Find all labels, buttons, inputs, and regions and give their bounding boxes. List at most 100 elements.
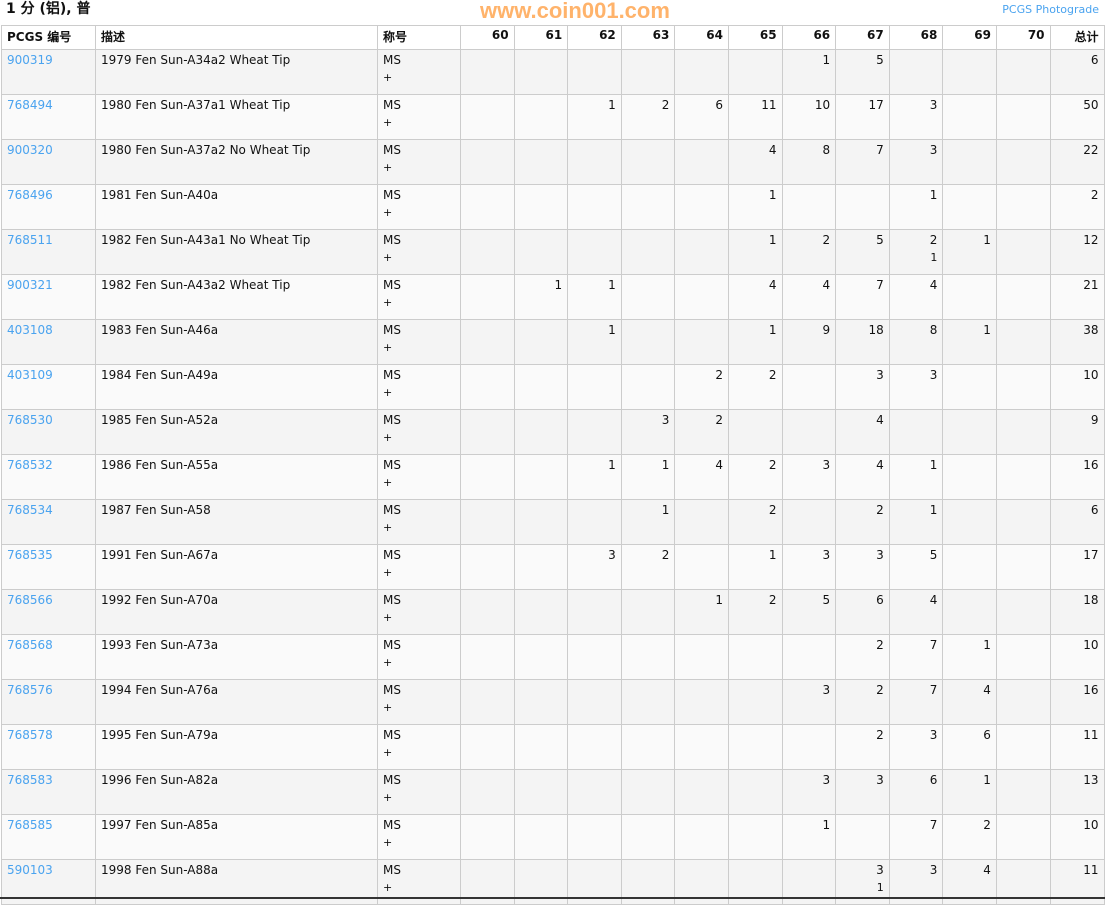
grade-count[interactable]: 2 bbox=[876, 503, 884, 517]
pcgs-number-link[interactable]: 768532 bbox=[7, 458, 53, 472]
grade-count[interactable]: 3 bbox=[822, 458, 831, 472]
grade-count[interactable]: 1 bbox=[554, 278, 563, 292]
grade-count[interactable]: 2 bbox=[768, 458, 777, 472]
grade-count[interactable]: 1 bbox=[661, 458, 670, 472]
grade-count[interactable]: 11 bbox=[761, 98, 777, 112]
grade-count[interactable]: 1 bbox=[768, 233, 777, 247]
grade-count[interactable]: 6 bbox=[929, 773, 938, 787]
grade-count[interactable]: 1 bbox=[661, 503, 670, 517]
grade-count[interactable]: 1 bbox=[768, 548, 777, 562]
grade-count[interactable]: 7 bbox=[929, 638, 938, 652]
grade-count[interactable]: 8 bbox=[822, 143, 831, 157]
grade-count[interactable]: 4 bbox=[929, 593, 938, 607]
grade-count[interactable]: 4 bbox=[983, 863, 991, 877]
pcgs-number-link[interactable]: 768535 bbox=[7, 548, 53, 562]
grade-count[interactable]: 4 bbox=[715, 458, 723, 472]
pcgs-number-link[interactable]: 900319 bbox=[7, 53, 53, 67]
grade-count[interactable]: 5 bbox=[822, 593, 831, 607]
pcgs-number-link[interactable]: 403108 bbox=[7, 323, 53, 337]
grade-count[interactable]: 3 bbox=[929, 728, 938, 742]
grade-count[interactable]: 2 bbox=[822, 233, 831, 247]
grade-count[interactable]: 3 bbox=[929, 368, 938, 382]
grade-count[interactable]: 3 bbox=[661, 413, 670, 427]
grade-count[interactable]: 2 bbox=[929, 233, 938, 247]
grade-count[interactable]: 7 bbox=[876, 143, 884, 157]
grade-count[interactable]: 5 bbox=[876, 53, 884, 67]
grade-count[interactable]: 1 bbox=[768, 323, 777, 337]
grade-count[interactable]: 2 bbox=[661, 548, 670, 562]
grade-count[interactable]: 10 bbox=[814, 98, 831, 112]
grade-count[interactable]: 4 bbox=[876, 458, 884, 472]
pcgs-number-link[interactable]: 768496 bbox=[7, 188, 53, 202]
pcgs-number-link[interactable]: 768494 bbox=[7, 98, 53, 112]
grade-count[interactable]: 4 bbox=[929, 278, 938, 292]
pcgs-number-link[interactable]: 768578 bbox=[7, 728, 53, 742]
grade-count[interactable]: 3 bbox=[929, 143, 938, 157]
grade-count[interactable]: 3 bbox=[876, 863, 884, 877]
grade-count[interactable]: 18 bbox=[868, 323, 884, 337]
pcgs-number-link[interactable]: 590103 bbox=[7, 863, 53, 877]
grade-count[interactable]: 2 bbox=[768, 368, 777, 382]
grade-count[interactable]: 1 bbox=[929, 503, 938, 517]
grade-count[interactable]: 4 bbox=[983, 683, 991, 697]
grade-count[interactable]: 1 bbox=[608, 323, 616, 337]
grade-count[interactable]: 1 bbox=[608, 98, 616, 112]
grade-count[interactable]: 3 bbox=[876, 773, 884, 787]
grade-count[interactable]: 2 bbox=[715, 368, 723, 382]
grade-count[interactable]: 1 bbox=[608, 278, 616, 292]
grade-count[interactable]: 17 bbox=[868, 98, 884, 112]
grade-count[interactable]: 2 bbox=[715, 413, 723, 427]
pcgs-number-link[interactable]: 768583 bbox=[7, 773, 53, 787]
grade-count[interactable]: 9 bbox=[822, 323, 831, 337]
grade-count[interactable]: 4 bbox=[768, 143, 777, 157]
grade-count[interactable]: 3 bbox=[929, 98, 938, 112]
grade-count[interactable]: 3 bbox=[876, 368, 884, 382]
grade-count[interactable]: 1 bbox=[929, 458, 938, 472]
plus-grade-count[interactable]: 1 bbox=[876, 881, 884, 894]
grade-count[interactable]: 1 bbox=[929, 188, 938, 202]
grade-count[interactable]: 2 bbox=[768, 503, 777, 517]
grade-count[interactable]: 3 bbox=[876, 548, 884, 562]
grade-count[interactable]: 6 bbox=[715, 98, 723, 112]
grade-count[interactable]: 8 bbox=[929, 323, 938, 337]
grade-count[interactable]: 1 bbox=[983, 233, 991, 247]
grade-count[interactable]: 4 bbox=[822, 278, 831, 292]
grade-count[interactable]: 1 bbox=[768, 188, 777, 202]
plus-grade-count[interactable]: 1 bbox=[930, 251, 938, 264]
grade-count[interactable]: 1 bbox=[715, 593, 723, 607]
pcgs-photograde-link[interactable]: PCGS Photograde bbox=[1002, 3, 1099, 16]
grade-count[interactable]: 2 bbox=[876, 683, 884, 697]
pcgs-number-link[interactable]: 768566 bbox=[7, 593, 53, 607]
pcgs-number-link[interactable]: 768511 bbox=[7, 233, 53, 247]
grade-count[interactable]: 7 bbox=[929, 818, 938, 832]
grade-count[interactable]: 3 bbox=[929, 863, 938, 877]
pcgs-number-link[interactable]: 403109 bbox=[7, 368, 53, 382]
grade-count[interactable]: 5 bbox=[876, 233, 884, 247]
grade-count[interactable]: 1 bbox=[822, 53, 831, 67]
pcgs-number-link[interactable]: 768534 bbox=[7, 503, 53, 517]
grade-count[interactable]: 2 bbox=[876, 728, 884, 742]
grade-count[interactable]: 1 bbox=[608, 458, 616, 472]
pcgs-number-link[interactable]: 768576 bbox=[7, 683, 53, 697]
pcgs-number-link[interactable]: 900321 bbox=[7, 278, 53, 292]
grade-count[interactable]: 6 bbox=[983, 728, 991, 742]
grade-count[interactable]: 4 bbox=[768, 278, 777, 292]
grade-count[interactable]: 2 bbox=[768, 593, 777, 607]
grade-count[interactable]: 7 bbox=[929, 683, 938, 697]
pcgs-number-link[interactable]: 768530 bbox=[7, 413, 53, 427]
grade-count[interactable]: 4 bbox=[876, 413, 884, 427]
grade-count[interactable]: 1 bbox=[822, 818, 831, 832]
grade-count[interactable]: 2 bbox=[983, 818, 991, 832]
grade-count[interactable]: 7 bbox=[876, 278, 884, 292]
grade-count[interactable]: 5 bbox=[929, 548, 938, 562]
grade-count[interactable]: 3 bbox=[822, 683, 831, 697]
grade-count[interactable]: 6 bbox=[876, 593, 884, 607]
pcgs-number-link[interactable]: 900320 bbox=[7, 143, 53, 157]
grade-count[interactable]: 2 bbox=[876, 638, 884, 652]
grade-count[interactable]: 3 bbox=[608, 548, 616, 562]
grade-count[interactable]: 1 bbox=[983, 638, 991, 652]
grade-count[interactable]: 3 bbox=[822, 548, 831, 562]
grade-count[interactable]: 1 bbox=[983, 323, 991, 337]
pcgs-number-link[interactable]: 768585 bbox=[7, 818, 53, 832]
pcgs-number-link[interactable]: 768568 bbox=[7, 638, 53, 652]
